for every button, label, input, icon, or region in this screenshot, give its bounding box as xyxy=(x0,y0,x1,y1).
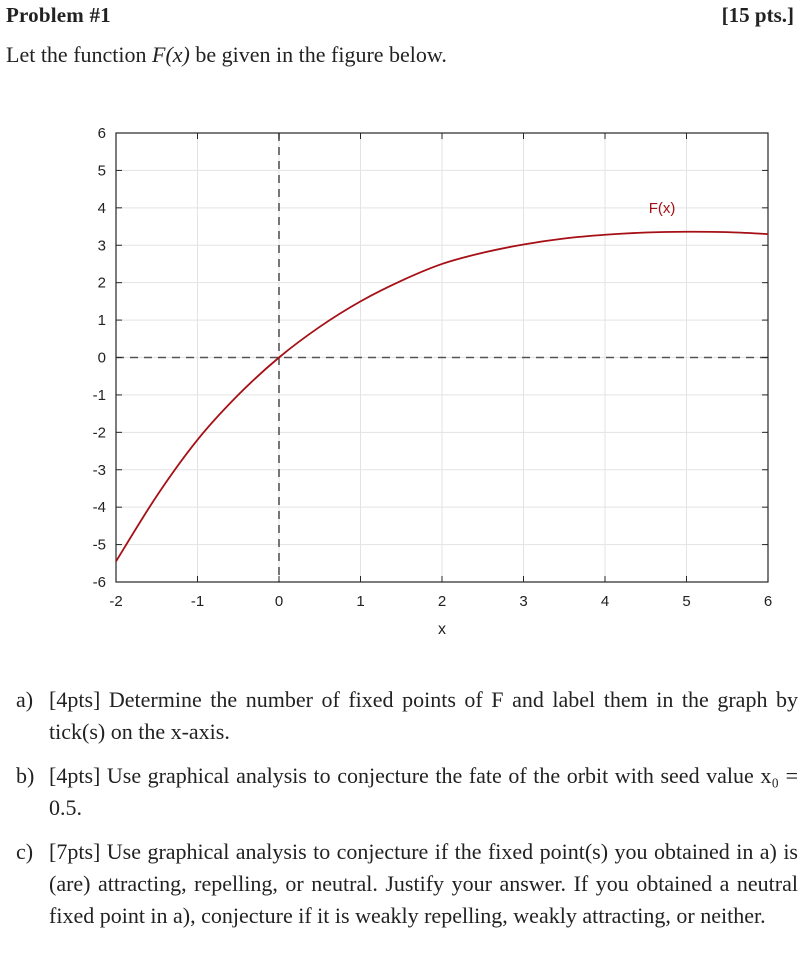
chart-canvas: -2 -1 0 1 2 3 4 5 6 6 5 4 3 2 1 0 -1 -2 -3 -4 -5 -6 x F(x) xyxy=(93,125,773,638)
y-tick-label: -2 xyxy=(93,424,106,441)
y-tick-label: 5 xyxy=(98,162,106,179)
question-text: Use graphical analysis to conjecture if … xyxy=(49,839,798,928)
x-tick-label: 6 xyxy=(764,593,772,610)
x-tick-label: 5 xyxy=(682,593,690,610)
question-a: a) [4pts] Determine the number of fixed … xyxy=(16,684,798,748)
question-c: c) [7pts] Use graphical analysis to conj… xyxy=(16,836,798,932)
problem-title: Problem #1 xyxy=(6,3,111,27)
y-tick-label: -6 xyxy=(93,574,106,591)
question-b: b) [4pts] Use graphical analysis to conj… xyxy=(16,760,798,824)
y-tick-label: 0 xyxy=(98,350,106,367)
intro-text: Let the function F(x) be given in the fi… xyxy=(6,42,447,68)
problem-header: Problem #1 [15 pts.] xyxy=(6,3,794,33)
y-tick-label: 1 xyxy=(98,312,106,329)
x-tick-label: 0 xyxy=(275,593,283,610)
y-tick-label: -1 xyxy=(93,387,106,404)
x-tick-label: -1 xyxy=(191,593,204,610)
x-tick-label: -2 xyxy=(109,593,122,610)
x-tick-label: 3 xyxy=(519,593,527,610)
question-marker: b) xyxy=(16,763,35,788)
y-tick-label: 2 xyxy=(98,275,106,292)
x-tick-label: 1 xyxy=(356,593,364,610)
question-points: [4pts] xyxy=(49,687,101,712)
question-marker: c) xyxy=(16,839,34,864)
intro-prefix: Let the function xyxy=(6,42,153,67)
question-points: [7pts] xyxy=(49,839,101,864)
series-line-fx xyxy=(115,230,769,562)
question-list: a) [4pts] Determine the number of fixed … xyxy=(16,684,798,944)
intro-suffix: be given in the figure below. xyxy=(189,42,447,67)
function-chart: -2 -1 0 1 2 3 4 5 6 6 5 4 3 2 1 0 -1 -2 -3 -4 -5 -6 x F(x) xyxy=(0,110,800,650)
y-tick-label: -3 xyxy=(93,462,106,479)
x-tick-label: 4 xyxy=(601,593,609,610)
question-points: [4pts] xyxy=(49,763,101,788)
y-tick-label: 4 xyxy=(98,200,106,217)
question-text: Determine the number of fixed points of … xyxy=(49,687,798,744)
y-tick-label: 3 xyxy=(98,237,106,254)
question-marker: a) xyxy=(16,687,34,712)
question-text: Use graphical analysis to conjecture the… xyxy=(49,763,798,820)
x-axis-label: x xyxy=(438,621,446,638)
x-tick-label: 2 xyxy=(438,593,446,610)
problem-points: [15 pts.] xyxy=(721,3,794,27)
y-tick-label: -5 xyxy=(93,537,106,554)
y-tick-label: 6 xyxy=(98,125,106,142)
y-tick-label: -4 xyxy=(93,499,106,516)
curve-label-fx: F(x) xyxy=(649,200,676,217)
intro-function: F(x) xyxy=(152,42,190,67)
